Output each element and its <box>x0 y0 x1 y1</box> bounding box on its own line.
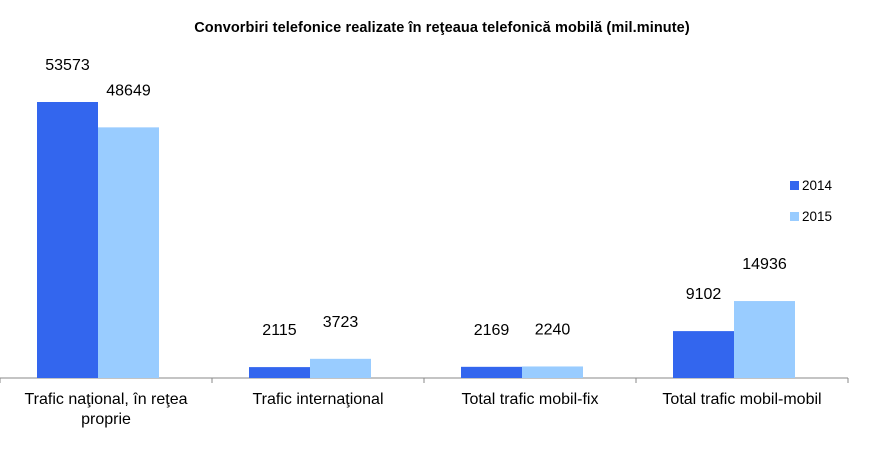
data-label-2015: 2240 <box>535 321 571 338</box>
category-label: Total trafic mobil-fix <box>461 391 599 408</box>
data-label-2014: 53573 <box>45 57 90 74</box>
data-label-2014: 9102 <box>686 286 722 303</box>
legend-label-2015: 2015 <box>802 209 833 224</box>
data-label-2015: 48649 <box>106 82 151 99</box>
legend-item-2014: 2014 <box>790 178 832 193</box>
bar-2015 <box>522 366 583 378</box>
category-label: Trafic naţional, în reţea proprie <box>24 391 188 428</box>
legend-item-2015: 2015 <box>790 209 832 224</box>
legend-swatch-2015 <box>790 212 799 221</box>
bar-2015 <box>734 301 795 378</box>
bars-group: 53573 48649 2115 3723 2169 2240 9102 14936 <box>37 57 795 378</box>
data-label-2014: 2115 <box>262 322 297 339</box>
bar-2015 <box>98 127 159 378</box>
bar-2014 <box>37 102 98 378</box>
data-label-2015: 3723 <box>323 314 359 331</box>
bar-2015 <box>310 358 371 378</box>
chart-title: Convorbiri telefonice realizate în reţea… <box>194 20 690 36</box>
bar-2014 <box>461 366 522 378</box>
bar-2014 <box>249 367 310 378</box>
legend-swatch-2014 <box>790 181 799 190</box>
category-label: Trafic internaţional <box>252 391 384 408</box>
data-label-2015: 14936 <box>742 256 787 273</box>
bar-2014 <box>673 331 734 378</box>
category-label: Total trafic mobil-mobil <box>662 391 822 408</box>
data-label-2014: 2169 <box>474 322 510 339</box>
legend-label-2014: 2014 <box>802 178 833 193</box>
